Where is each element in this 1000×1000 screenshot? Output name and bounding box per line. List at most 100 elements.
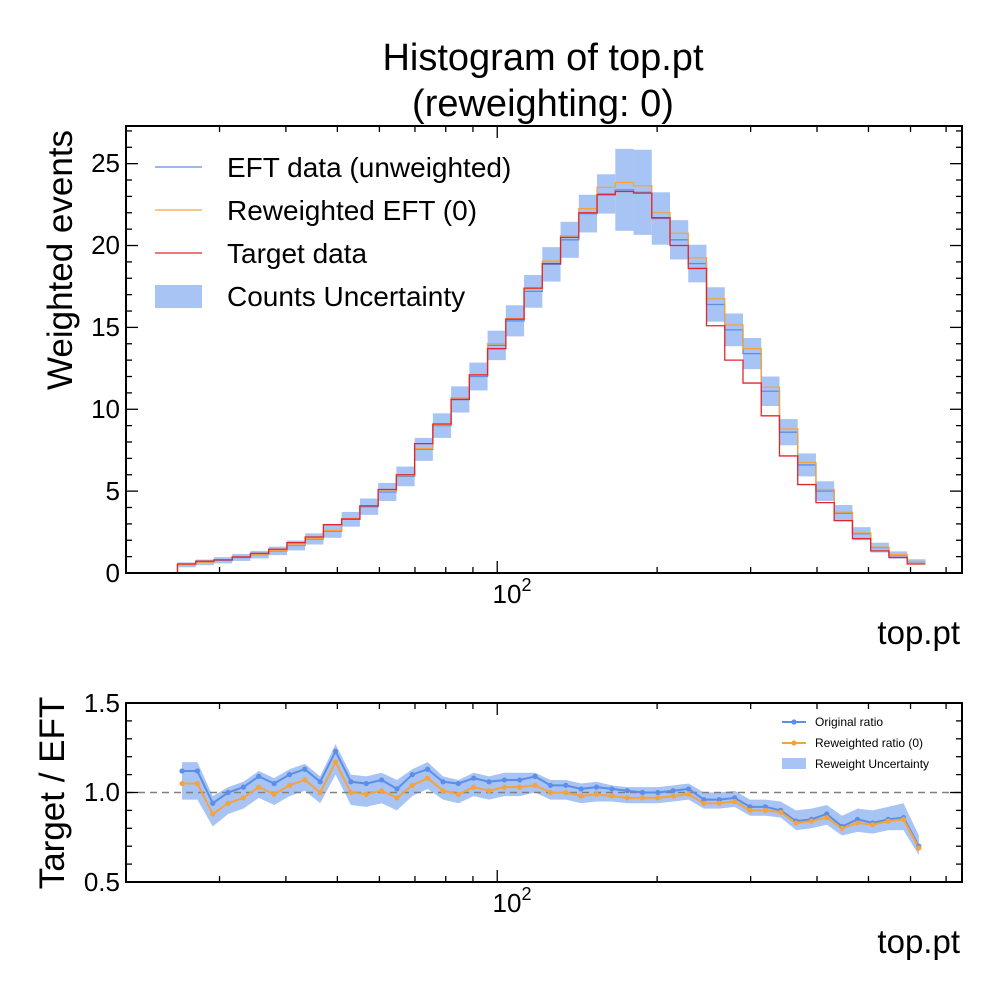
histogram-y-tick-label: 0: [106, 558, 120, 588]
histogram-x-tick-label: 102: [493, 575, 532, 609]
original-ratio-point: [317, 779, 323, 785]
original-ratio-point: [701, 797, 707, 803]
reweighted-ratio-point: [394, 795, 400, 801]
legend-marker-original-ratio: [791, 719, 797, 725]
ratio-panel: Target / EFT top.pt 102 Original ratio R…: [33, 688, 963, 960]
legend-label-target: Target data: [227, 238, 368, 269]
reweighted-ratio-point: [363, 791, 369, 797]
original-ratio-point: [747, 804, 753, 810]
original-ratio-point: [854, 816, 861, 822]
reweighted-ratio-point: [701, 800, 707, 806]
reweighted-ratio-point: [409, 782, 415, 788]
original-ratio-point: [578, 786, 584, 792]
original-ratio-point: [762, 804, 768, 810]
reweighted-ratio-point: [271, 791, 277, 797]
original-ratio-point: [501, 777, 507, 783]
reweighted-histogram-line: [176, 181, 926, 573]
reweighted-ratio-point: [455, 791, 461, 797]
reweighted-ratio-point: [916, 845, 922, 851]
histogram-x-axis-label: top.pt: [877, 614, 960, 651]
reweighted-ratio-point: [532, 782, 538, 788]
original-ratio-point: [256, 773, 262, 779]
histogram-legend: EFT data (unweighted) Reweighted EFT (0)…: [155, 152, 511, 312]
reweighted-ratio-point: [900, 816, 907, 822]
original-ratio-point: [210, 800, 216, 806]
legend-label-reweight-uncertainty: Reweight Uncertainty: [815, 757, 929, 771]
reweighted-ratio-point: [639, 795, 646, 801]
original-ratio-point: [363, 780, 369, 787]
histogram-frame: [125, 125, 963, 574]
original-ratio-point: [286, 772, 293, 778]
target-histogram-line: [176, 190, 926, 573]
reweighted-ratio-point: [563, 789, 569, 796]
reweighted-ratio-point: [471, 784, 477, 790]
original-ratio-point: [394, 786, 400, 792]
original-ratio-point: [409, 772, 415, 778]
reweighted-ratio-point: [609, 793, 615, 799]
original-ratio-point: [532, 773, 538, 779]
reweighted-ratio-point: [839, 825, 845, 831]
original-ratio-point: [348, 779, 354, 785]
svg-text:102: 102: [493, 575, 532, 609]
legend-label-reweighted: Reweighted EFT (0): [227, 195, 477, 226]
original-ratio-point: [517, 777, 523, 783]
reweighted-ratio-point: [747, 807, 753, 814]
histogram-ticks: [125, 126, 962, 574]
original-ratio-point: [670, 788, 676, 794]
ratio-x-tick-label: 102: [493, 884, 532, 918]
original-ratio-point: [425, 766, 431, 772]
svg-text:102: 102: [493, 884, 532, 918]
original-ratio-point: [609, 786, 615, 792]
original-ratio-point: [271, 780, 277, 787]
reweighted-ratio-point: [256, 784, 262, 790]
ratio-y-tick-label: 0.5: [84, 867, 120, 897]
reweighted-ratio-point: [210, 811, 216, 817]
original-ratio-point: [639, 789, 646, 796]
original-ratio-point: [655, 789, 661, 796]
reweighted-ratio-points: [179, 759, 922, 851]
reweighted-ratio-point: [685, 791, 692, 797]
original-ratio-point: [440, 779, 446, 785]
reweighted-ratio-point: [578, 793, 584, 799]
reweighted-ratio-point: [378, 788, 385, 794]
original-ratio-point: [225, 789, 231, 796]
original-ratio-point: [194, 768, 200, 774]
reweighted-ratio-point: [670, 793, 676, 799]
histogram-y-tick-label: 5: [106, 476, 120, 506]
reweighted-ratio-point: [179, 780, 185, 787]
reweighted-ratio-point: [716, 800, 722, 806]
legend-label-eft: EFT data (unweighted): [227, 152, 511, 183]
reweighted-ratio-point: [425, 775, 431, 781]
chart-title-line1: Histogram of top.pt: [382, 37, 703, 79]
reweighted-ratio-point: [593, 791, 600, 797]
ratio-y-tick-label: 1.5: [84, 688, 120, 718]
reweighted-ratio-point: [332, 759, 339, 765]
original-ratio-point: [455, 780, 461, 787]
reweighted-ratio-point: [778, 809, 784, 815]
reweighted-ratio-point: [225, 800, 231, 806]
original-ratio-point: [378, 777, 385, 783]
reweighted-ratio-point: [854, 820, 861, 826]
legend-marker-reweighted-ratio: [791, 740, 797, 746]
ratio-y-tick-label: 1.0: [84, 777, 120, 807]
original-ratio-point: [332, 748, 339, 754]
original-ratio-point: [716, 797, 722, 803]
chart-title-line2: (reweighting: 0): [412, 83, 674, 125]
reweighted-ratio-point: [624, 795, 630, 801]
original-ratio-point: [624, 788, 630, 794]
original-ratio-point: [563, 782, 569, 788]
reweighted-ratio-point: [440, 788, 446, 794]
legend-label-original-ratio: Original ratio: [815, 715, 883, 729]
reweighted-ratio-point: [870, 822, 876, 828]
original-ratio-point: [824, 811, 830, 817]
reweighted-ratio-point: [501, 784, 507, 790]
reweighted-ratio-point: [547, 789, 554, 796]
reweighted-ratio-point: [486, 788, 492, 794]
reweighted-ratio-point: [808, 818, 814, 824]
reweighted-ratio-point: [302, 777, 308, 783]
histogram-y-tick-label: 10: [91, 394, 120, 424]
original-ratio-point: [471, 775, 477, 781]
histogram-y-tick-label: 25: [91, 148, 120, 178]
histogram-panel: Weighted events top.pt 102 EFT data (unw…: [41, 125, 963, 651]
